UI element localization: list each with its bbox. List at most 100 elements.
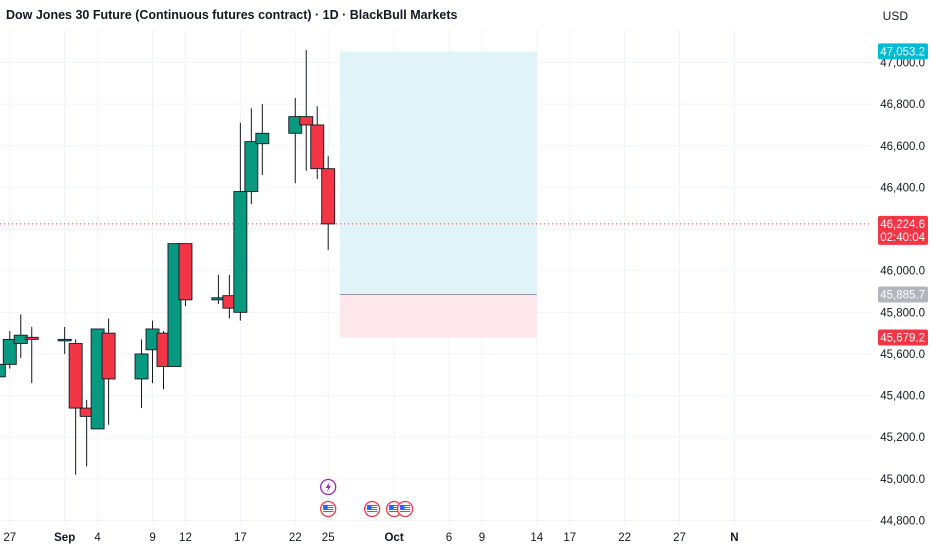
flag-stripe (389, 507, 400, 508)
date-tick-label: 25 (322, 532, 335, 544)
candle[interactable] (233, 122, 248, 321)
flag-stripe (400, 511, 411, 512)
candle-body (321, 168, 336, 225)
stop-price-tag-bg[interactable] (878, 329, 928, 346)
us-flag-icon[interactable] (396, 500, 414, 518)
flag-stripe (367, 507, 378, 508)
date-tick-label: Oct (384, 532, 403, 544)
candle[interactable] (288, 97, 303, 184)
flag-stripe (389, 511, 400, 512)
target-price-tag: 47,053.2 (880, 46, 925, 58)
candle-body (167, 243, 182, 367)
price-tick-label: 45,800.0 (880, 307, 925, 319)
flag-stripe (323, 509, 334, 510)
candle[interactable] (24, 326, 39, 384)
date-tick-label: 27 (673, 532, 686, 544)
flag-canton (367, 505, 372, 510)
us-flag-icon[interactable] (363, 500, 381, 518)
price-tick-label: 46,400.0 (880, 182, 925, 194)
date-tick-label: N (730, 532, 738, 544)
flag-stripe (400, 507, 411, 508)
price-tick-label: 45,600.0 (880, 349, 925, 361)
candle[interactable] (134, 339, 149, 409)
entry-price-tag: 45,885.7 (880, 289, 925, 301)
date-tick-label: 27 (3, 532, 16, 544)
candle[interactable] (156, 331, 171, 390)
candle[interactable] (244, 108, 259, 205)
current-price-tag-bg[interactable] (878, 215, 928, 245)
date-tick-label: 9 (479, 532, 485, 544)
candle[interactable] (2, 331, 17, 369)
target-zone[interactable] (339, 51, 537, 295)
candle-body (244, 141, 259, 193)
flag-canton (323, 505, 328, 510)
candle-body (178, 243, 193, 301)
date-tick-label: 12 (179, 532, 192, 544)
flag-stripe (323, 507, 334, 508)
candle[interactable] (68, 339, 83, 475)
current-price-tag: 46,224.6 (880, 219, 925, 231)
candle-body (2, 338, 17, 365)
date-tick-label: 4 (94, 532, 101, 544)
price-tick-label: 47,000.0 (880, 58, 925, 70)
date-tick-label: 14 (530, 532, 543, 544)
candle[interactable] (255, 104, 270, 175)
flag-stripe (323, 505, 334, 506)
us-flag-icon[interactable] (320, 500, 337, 518)
candle-body (134, 353, 149, 380)
date-tick-label: 22 (618, 532, 631, 544)
price-tick-label: 44,800.0 (880, 516, 925, 528)
candle-body (24, 336, 39, 340)
date-tick-label: Sep (54, 532, 75, 544)
flag-stripe (400, 505, 411, 506)
price-tick-label: 46,600.0 (880, 141, 925, 153)
date-tick-label: 9 (149, 532, 155, 544)
candle[interactable] (178, 243, 193, 307)
candle[interactable] (57, 326, 72, 354)
flag-stripe (389, 509, 400, 510)
flag-stripe (400, 509, 411, 510)
candle-body (101, 332, 116, 380)
entry-price-tag-bg[interactable] (878, 286, 928, 303)
chart-title: Dow Jones 30 Future (Continuous futures … (6, 8, 458, 22)
date-tick-label: 6 (446, 532, 452, 544)
price-tick-label: 46,000.0 (880, 266, 925, 278)
candle[interactable] (321, 156, 336, 250)
flag-stripe (367, 511, 378, 512)
stop-zone[interactable] (339, 294, 537, 338)
price-tick-label: 45,400.0 (880, 391, 925, 403)
candle[interactable] (167, 243, 182, 367)
target-price-tag-bg[interactable] (878, 43, 928, 60)
candle[interactable] (101, 318, 116, 425)
bar-countdown: 02:40:04 (880, 232, 925, 244)
date-tick-label: 17 (563, 532, 576, 544)
candle-body (299, 116, 314, 126)
price-tick-label: 45,200.0 (880, 432, 925, 444)
date-tick-label: 22 (289, 532, 302, 544)
candle-body (68, 343, 83, 409)
long-position-tool (339, 51, 537, 338)
candle[interactable] (299, 50, 314, 171)
flag-canton (400, 505, 405, 510)
candle[interactable] (0, 362, 6, 393)
candle-body (0, 363, 6, 378)
flag-stripe (323, 511, 334, 512)
flag-stripe (367, 509, 378, 510)
time-axis: 27 Sep 4 9 12 17 22 25 Oct 6 9 14 17 22 27 N (3, 532, 738, 544)
currency-label[interactable]: USD (882, 9, 908, 23)
candle-body (310, 124, 325, 170)
flag-stripe (389, 505, 400, 506)
date-tick-label: 17 (234, 532, 247, 544)
flag-stripe (367, 505, 378, 506)
price-tags: 47,053.2 45,885.7 45,679.2 46,224.602:40:04 (878, 43, 928, 346)
candle[interactable] (90, 328, 105, 430)
lightning-glyph (325, 481, 331, 493)
price-tick-label: 46,800.0 (880, 99, 925, 111)
candle[interactable] (145, 320, 160, 384)
candle[interactable] (310, 106, 325, 180)
candles (0, 50, 336, 475)
stop-price-tag: 45,679.2 (880, 332, 925, 344)
candle-body (255, 132, 270, 145)
price-tick-label: 45,000.0 (880, 474, 925, 486)
